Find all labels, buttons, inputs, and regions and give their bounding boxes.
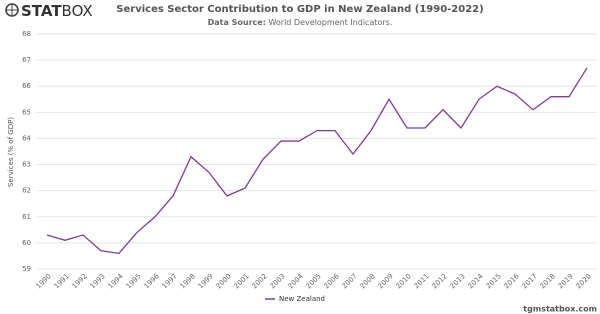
x-tick-label: 2013	[449, 272, 467, 290]
x-tick-label: 2020	[575, 272, 593, 290]
logo-text: STATBOX	[21, 2, 93, 20]
legend-label: New Zealand	[279, 295, 325, 303]
y-axis-label: Services (% of GDP)	[7, 117, 15, 187]
y-tick-label: 62	[22, 187, 31, 195]
chart-title: Services Sector Contribution to GDP in N…	[116, 4, 483, 15]
x-tick-label: 2006	[323, 272, 342, 291]
y-tick-label: 67	[22, 56, 31, 64]
x-tick-label: 1992	[71, 272, 89, 290]
logo-icon	[6, 4, 18, 16]
x-tick-label: 2017	[521, 272, 539, 290]
x-tick-label: 2001	[233, 272, 251, 290]
x-tick-label: 1990	[35, 272, 53, 290]
y-tick-label: 60	[22, 239, 31, 247]
y-tick-label: 64	[22, 134, 31, 142]
x-tick-label: 2018	[539, 272, 557, 290]
x-tick-label: 1994	[107, 272, 126, 291]
source: World Development Indicators.	[268, 18, 392, 27]
x-tick-label: 1996	[143, 272, 162, 291]
logo: STATBOX	[5, 2, 93, 20]
x-tick-label: 2000	[215, 272, 233, 290]
logo-bold: STAT	[21, 2, 62, 20]
x-tick-label: 1993	[89, 272, 107, 290]
source-label: Data Source:	[208, 18, 266, 27]
x-tick-label: 2012	[431, 272, 449, 290]
x-tick-label: 2008	[359, 272, 377, 290]
x-tick-label: 2010	[395, 272, 413, 290]
x-tick-label: 1999	[197, 272, 215, 290]
x-tick-label: 2002	[251, 272, 269, 290]
x-tick-label: 2016	[503, 272, 522, 291]
x-tick-label: 2005	[305, 272, 323, 290]
footer: tgmstatbox.com	[523, 305, 597, 314]
x-tick-label: 1991	[53, 272, 71, 290]
y-tick-label: 63	[22, 161, 31, 169]
x-tick-label: 2015	[485, 272, 503, 290]
y-tick-label: 61	[22, 213, 31, 221]
x-tick-label: 2004	[287, 272, 306, 291]
chart-subtitle: Data Source: World Development Indicator…	[208, 18, 393, 27]
x-tick-label: 2014	[467, 272, 486, 291]
x-tick-label: 2019	[557, 272, 575, 290]
x-tick-label: 1995	[125, 272, 143, 290]
y-tick-label: 66	[22, 82, 31, 90]
x-tick-label: 1998	[179, 272, 197, 290]
y-tick-label: 68	[22, 30, 31, 38]
y-tick-label: 59	[22, 265, 31, 273]
x-tick-label: 2003	[269, 272, 287, 290]
x-tick-label: 2009	[377, 272, 395, 290]
x-tick-label: 2007	[341, 272, 359, 290]
x-tick-label: 1997	[161, 272, 179, 290]
x-tick-label: 2011	[413, 272, 431, 290]
y-tick-label: 65	[22, 108, 31, 116]
line	[46, 67, 588, 255]
logo-light: BOX	[62, 2, 93, 20]
